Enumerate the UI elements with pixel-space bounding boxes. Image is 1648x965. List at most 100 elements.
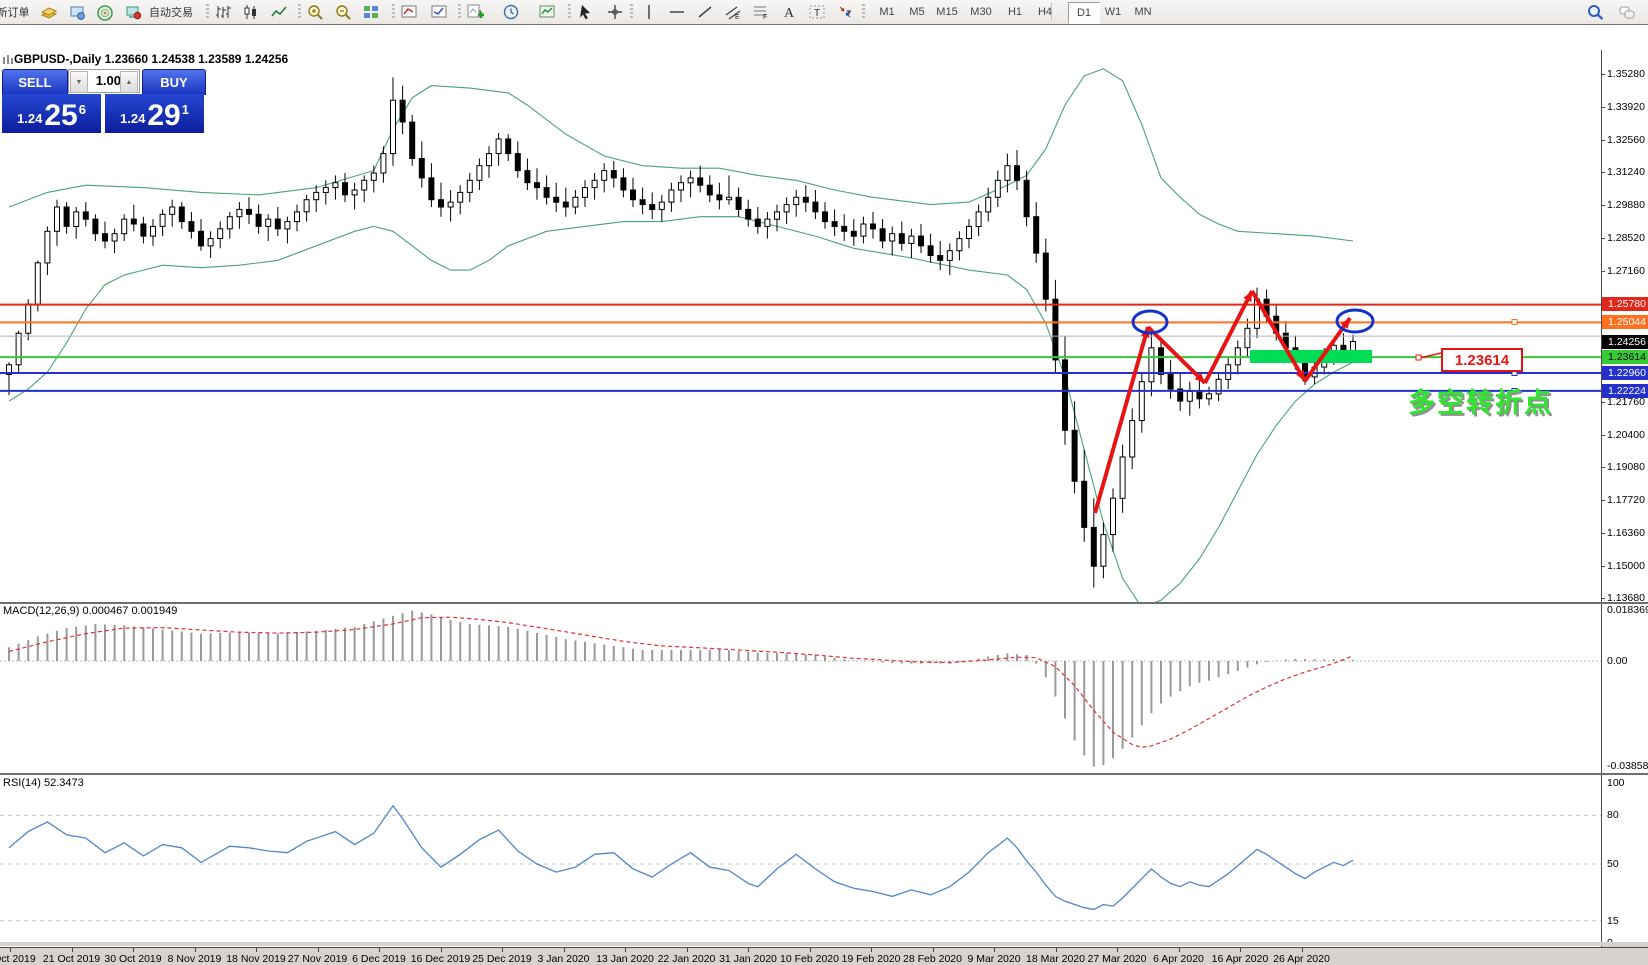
timeframe-m15-button[interactable]: M15 (936, 6, 958, 18)
periods-button[interactable]: ▼ (502, 1, 526, 23)
highlight-ellipse[interactable] (1131, 309, 1169, 335)
text-button[interactable]: A (780, 1, 804, 23)
signal-button[interactable] (96, 1, 120, 23)
arrows-button[interactable]: ▼ (836, 1, 860, 23)
candle (543, 187, 550, 198)
timeframe-mn-button[interactable]: MN (1134, 6, 1152, 18)
timeframe-m5-button[interactable]: M5 (909, 6, 925, 18)
templates-icon (539, 5, 555, 18)
volume-decrease-button[interactable]: ▼ (70, 71, 88, 93)
toolbar-separator (206, 4, 209, 20)
candle (658, 201, 665, 210)
indicators-button[interactable] (400, 1, 424, 23)
fibonacci-button[interactable]: F (752, 1, 776, 23)
date-tick (563, 948, 565, 952)
sell-price[interactable]: 1.24 25 6 (2, 94, 101, 133)
candle (1052, 298, 1059, 361)
timeframe-m30-button[interactable]: M30 (970, 6, 992, 18)
equidistant-channel-button[interactable]: E (724, 1, 748, 23)
macd-pane[interactable] (0, 604, 1601, 772)
candle (870, 223, 876, 230)
date-label: 3 Jan 2020 (537, 953, 590, 965)
sell-button[interactable]: SELL (2, 69, 68, 95)
bar-chart-button[interactable] (214, 1, 238, 23)
candle (649, 204, 656, 211)
support-zone-rect[interactable] (1250, 350, 1372, 363)
line-chart-button[interactable] (270, 1, 294, 23)
autotrading-button[interactable]: 自动交易 (142, 1, 200, 23)
tile-windows-button[interactable] (362, 1, 386, 23)
svg-text:T: T (814, 8, 820, 19)
axis-tick (1601, 74, 1605, 75)
price-line-label: 1.25780 (1602, 297, 1648, 311)
candle (370, 172, 377, 181)
candle (937, 255, 944, 261)
fibonacci-icon: F (754, 6, 767, 21)
volume-field[interactable]: ▼ 1.00 ▲ (68, 69, 140, 93)
candle (322, 187, 329, 194)
autotrading-button[interactable] (124, 1, 148, 23)
search-button[interactable] (1586, 1, 1610, 23)
templates-button[interactable]: ▼ (538, 1, 562, 23)
dropdown-caret-icon[interactable]: ▼ (845, 7, 853, 17)
line-handle[interactable] (1511, 388, 1518, 394)
volume-increase-button[interactable]: ▲ (120, 71, 138, 93)
trend-arrow[interactable] (1203, 290, 1254, 384)
timeframe-w1-button[interactable]: W1 (1104, 6, 1122, 18)
candle (898, 233, 905, 244)
crosshair-button[interactable] (606, 1, 630, 23)
trend-arrow[interactable] (1250, 289, 1307, 383)
chat-button[interactable] (1618, 1, 1642, 23)
candle (274, 218, 281, 230)
trend-arrow[interactable] (1146, 325, 1207, 385)
price-callout-label[interactable]: 1.23614 (1441, 348, 1523, 372)
highlight-ellipse[interactable] (1335, 308, 1375, 334)
axis-tick (1601, 435, 1605, 436)
rsi-pane[interactable] (0, 775, 1601, 947)
candle (1196, 391, 1203, 400)
price-axis-border (1601, 50, 1602, 948)
new-order-button[interactable] (40, 1, 64, 23)
candle (447, 201, 454, 208)
buy-button[interactable]: BUY (142, 69, 206, 95)
trend-arrow[interactable] (1093, 326, 1150, 514)
candle (1081, 480, 1088, 528)
cursor-button[interactable] (576, 1, 600, 23)
candlestick-chart-button[interactable] (242, 1, 266, 23)
indicators-icon (401, 5, 417, 18)
macd-pane-separator[interactable] (0, 602, 1648, 604)
candle (927, 245, 934, 257)
buy-price[interactable]: 1.24 29 1 (105, 94, 204, 133)
crosshair-icon (608, 5, 622, 19)
candle (390, 99, 396, 155)
arrowhead-icon (1243, 291, 1252, 302)
indicator-list-button[interactable] (430, 1, 454, 23)
trendline-button[interactable] (696, 1, 720, 23)
terminal-button[interactable] (68, 1, 92, 23)
text-label-button[interactable]: T (808, 1, 832, 23)
vertical-line-button[interactable] (640, 1, 664, 23)
date-tick (133, 948, 134, 952)
date-label: 6 Apr 2020 (1153, 953, 1204, 965)
timeframe-h1-button[interactable]: H1 (1007, 6, 1023, 18)
timeframe-h4-button[interactable]: H4 (1037, 6, 1053, 18)
new-order-button[interactable]: 新订单 (0, 1, 39, 23)
zoom-in-button[interactable] (306, 1, 330, 23)
flip-point-annotation[interactable]: 多空转折点 (1408, 388, 1553, 418)
candle (82, 211, 89, 220)
zoom-out-button[interactable] (334, 1, 358, 23)
candle (418, 158, 425, 179)
candle (1062, 359, 1068, 431)
candle (1090, 526, 1097, 567)
candle (620, 177, 627, 191)
rsi-pane-separator[interactable] (0, 773, 1648, 775)
line-handle[interactable] (1511, 319, 1518, 325)
toolbar-separator (630, 4, 633, 20)
horizontal-line-button[interactable] (668, 1, 692, 23)
timeframe-d1-button[interactable]: D1 (1068, 2, 1100, 24)
candle (1215, 378, 1222, 395)
new-chart-button[interactable]: ▼ (466, 1, 490, 23)
price-chart-pane[interactable] (0, 50, 1601, 602)
timeframe-m1-button[interactable]: M1 (879, 6, 895, 18)
candle (534, 182, 540, 189)
